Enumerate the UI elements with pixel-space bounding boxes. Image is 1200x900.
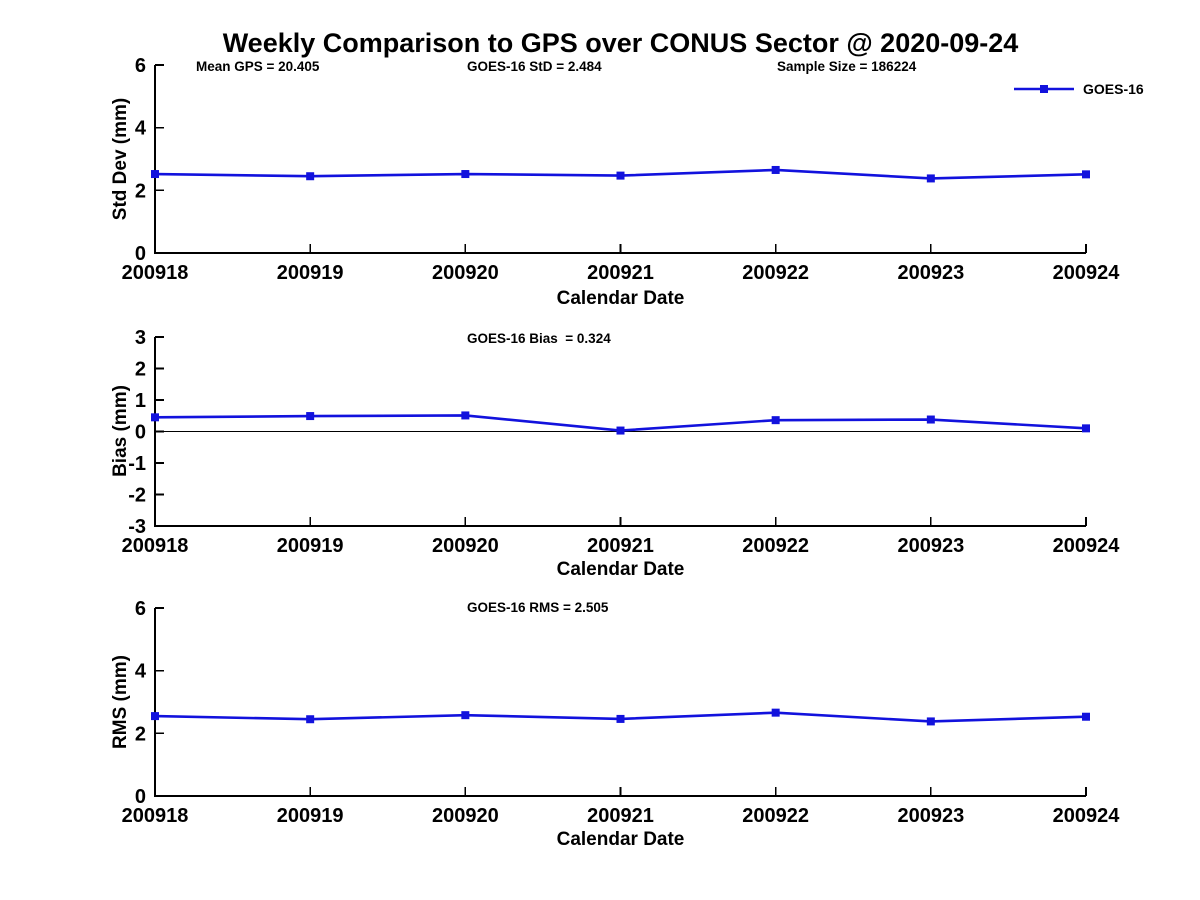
x-tick-label: 200924 [1053, 262, 1121, 284]
x-tick-label: 200923 [897, 535, 964, 557]
data-point-marker [771, 416, 780, 425]
y-tick-label: 6 [135, 55, 146, 77]
x-tick-label: 200921 [587, 535, 654, 557]
data-point-marker [306, 172, 315, 181]
data-point-marker [461, 170, 470, 179]
x-tick-label: 200923 [897, 805, 964, 827]
y-tick-label: 0 [135, 243, 146, 265]
y-tick-label: 0 [135, 786, 146, 808]
x-tick-label: 200923 [897, 262, 964, 284]
x-tick-label: 200918 [122, 262, 189, 284]
x-tick-label: 200922 [742, 535, 809, 557]
data-point-marker [616, 171, 625, 180]
y-tick-label: -3 [128, 516, 146, 538]
y-tick-label: 2 [135, 723, 146, 745]
x-tick-label: 200918 [122, 535, 189, 557]
data-point-marker [461, 711, 470, 720]
data-point-marker [461, 411, 470, 420]
data-point-marker [1082, 712, 1090, 721]
data-point-marker [1082, 424, 1090, 433]
x-tick-label: 200920 [432, 805, 499, 827]
y-tick-label: -2 [128, 485, 146, 507]
x-tick-label: 200924 [1053, 535, 1121, 557]
annotation-goes16-rms: GOES-16 RMS = 2.505 [467, 600, 609, 615]
data-point-marker [926, 415, 935, 424]
data-point-marker [926, 717, 935, 726]
data-point-marker [616, 714, 625, 723]
x-tick-label: 200918 [122, 805, 189, 827]
annotation-mean-gps: Mean GPS = 20.405 [196, 59, 320, 74]
x-tick-label: 200924 [1053, 805, 1121, 827]
data-point-marker [771, 708, 780, 717]
x-tick-label: 200920 [432, 262, 499, 284]
annotation-goes16-std: GOES-16 StD = 2.484 [467, 59, 602, 74]
y-tick-label: 2 [135, 359, 146, 381]
xlabel-calendar-date-2: Calendar Date [556, 559, 685, 580]
legend: GOES-16 [1012, 78, 1144, 100]
xlabel-calendar-date-1: Calendar Date [556, 288, 685, 309]
y-tick-label: 0 [135, 422, 146, 444]
y-tick-label: 1 [135, 390, 146, 412]
data-point-marker [1082, 170, 1090, 179]
x-tick-label: 200921 [587, 262, 654, 284]
x-tick-label: 200919 [277, 805, 344, 827]
chart-title: Weekly Comparison to GPS over CONUS Sect… [222, 28, 1019, 58]
ylabel-bias: Bias (mm) [110, 385, 131, 477]
data-point-marker [306, 715, 315, 724]
legend-label: GOES-16 [1083, 81, 1144, 97]
y-tick-label: 2 [135, 180, 146, 202]
annotation-sample-size: Sample Size = 186224 [777, 59, 917, 74]
x-tick-label: 200919 [277, 262, 344, 284]
y-tick-label: 6 [135, 598, 146, 620]
ylabel-std-dev: Std Dev (mm) [110, 97, 131, 221]
x-tick-label: 200921 [587, 805, 654, 827]
x-tick-label: 200920 [432, 535, 499, 557]
data-point-marker [771, 165, 780, 174]
legend-line-marker-icon [1014, 85, 1074, 93]
data-point-marker [151, 413, 159, 422]
annotation-goes16-bias: GOES-16 Bias = 0.324 [467, 331, 611, 346]
data-point-marker [151, 170, 159, 179]
x-tick-label: 200922 [742, 805, 809, 827]
x-tick-label: 200919 [277, 535, 344, 557]
ylabel-rms: RMS (mm) [110, 655, 131, 749]
y-tick-label: 4 [135, 661, 147, 683]
y-tick-label: -1 [128, 453, 146, 475]
data-point-marker [306, 412, 315, 421]
data-point-marker [926, 174, 935, 183]
data-point-marker [151, 712, 159, 721]
y-tick-label: 3 [135, 327, 146, 349]
x-tick-label: 200922 [742, 262, 809, 284]
data-point-marker [616, 426, 625, 435]
xlabel-calendar-date-3: Calendar Date [556, 829, 685, 850]
y-tick-label: 4 [135, 118, 147, 140]
